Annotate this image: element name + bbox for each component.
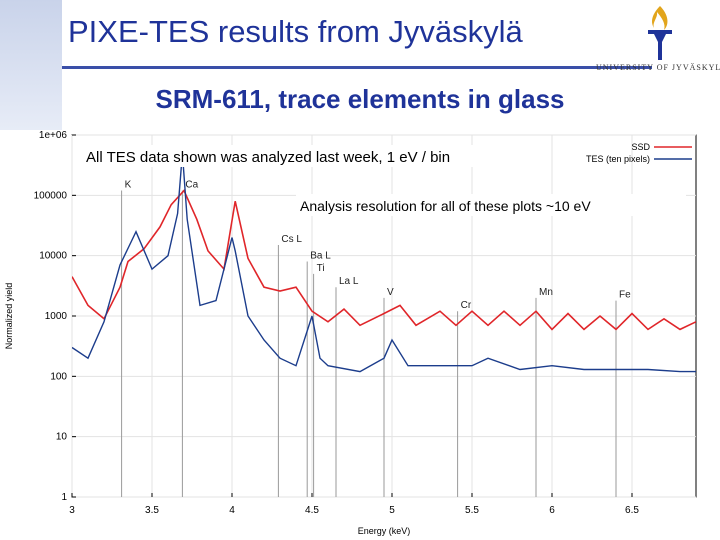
y-tick-label: 10	[56, 432, 68, 443]
y-tick-label: 1	[61, 492, 67, 503]
peak-label-group: K Ca Cs L Ba LTi La L V Cr Mn Fe	[125, 180, 632, 312]
peak-label: Ti	[317, 263, 325, 274]
x-tick-label: 3.5	[145, 505, 159, 516]
series-ssd-line	[72, 189, 696, 331]
x-tick-label: 4.5	[305, 505, 319, 516]
pixe-spectrum-chart: K Ca Cs L Ba LTi La L V Cr Mn Fe 3 3.5 4 4.5 5 5.5 6 6.…	[4, 130, 697, 536]
x-tick-label: 4	[229, 505, 235, 516]
series-tes-line	[72, 153, 696, 373]
x-axis-label: Energy (keV)	[358, 526, 411, 536]
peak-label: Cr	[461, 300, 472, 311]
x-tick-label: 5.5	[465, 505, 479, 516]
peak-label: V	[387, 287, 394, 298]
annotation-box	[82, 145, 522, 167]
x-tick-label: 5	[389, 505, 395, 516]
logo-flame	[652, 6, 668, 30]
y-tick-label: 100	[50, 371, 67, 382]
annotation-box-2	[296, 194, 686, 216]
legend-label-ssd: SSD	[631, 142, 650, 152]
annotation-analysis-note: All TES data shown was analyzed last wee…	[86, 149, 450, 166]
chart-legend: SSD TES (ten pixels)	[586, 142, 692, 164]
x-tick-label: 6.5	[625, 505, 639, 516]
title-underline	[62, 66, 652, 69]
chart-series-group	[72, 153, 696, 373]
logo-bowl	[648, 30, 672, 34]
peak-label: Cs L	[281, 234, 302, 245]
peak-label: Ca	[185, 180, 198, 191]
slide-subtitle: SRM-611, trace elements in glass	[155, 84, 565, 114]
y-tick-label: 10000	[39, 251, 67, 262]
y-tick-label: 1000	[45, 311, 68, 322]
x-tick-label: 6	[549, 505, 555, 516]
slide-title: PIXE-TES results from Jyväskylä	[68, 14, 523, 49]
university-name: UNIVERSITY OF JYVÄSKYLÄ	[596, 63, 720, 72]
peak-label: K	[125, 180, 132, 191]
y-tick-label: 1e+06	[39, 130, 68, 141]
x-tick-label: 3	[69, 505, 75, 516]
peak-label: La L	[339, 276, 359, 287]
peak-marker-lines	[121, 190, 617, 497]
annotation-resolution-note: Analysis resolution for all of these plo…	[300, 198, 591, 214]
legend-label-tes: TES (ten pixels)	[586, 154, 650, 164]
peak-label: Ba L	[310, 251, 331, 262]
peak-label: Fe	[619, 290, 631, 301]
university-torch-logo-icon	[648, 6, 672, 60]
peak-label: Mn	[539, 287, 553, 298]
logo-stem	[654, 34, 666, 60]
y-tick-label: 100000	[34, 190, 68, 201]
axis-ticks: 3 3.5 4 4.5 5 5.5 6 6.5 1e+06 100000 10000 1000 100 1…	[34, 130, 640, 516]
y-axis-label: Normalized yield	[4, 283, 14, 350]
slide-left-bar	[0, 0, 62, 130]
